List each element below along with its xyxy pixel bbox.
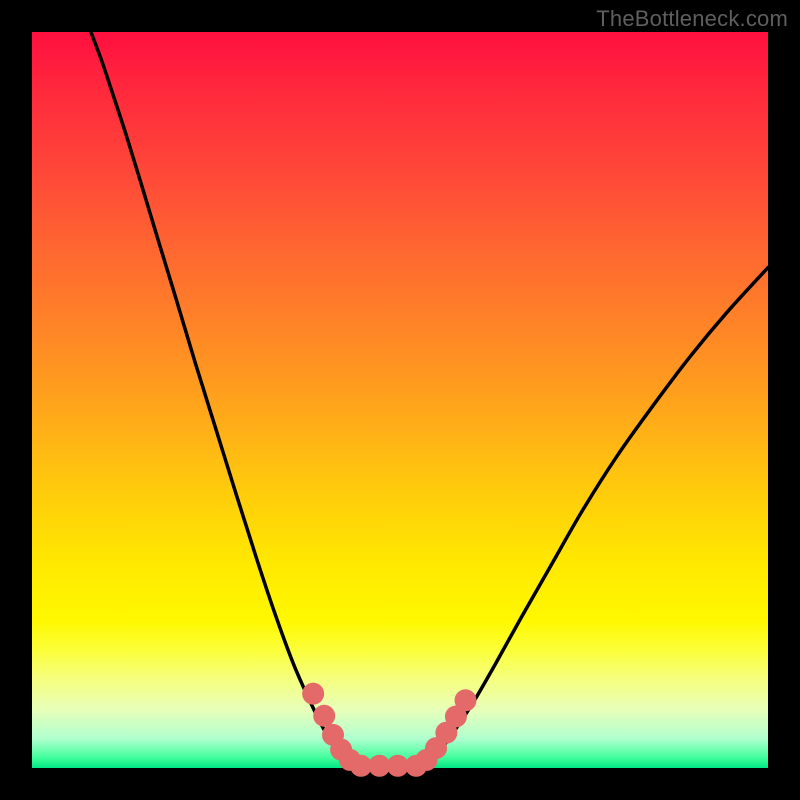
watermark-text: TheBottleneck.com [596,6,788,32]
curve-marker [302,683,324,705]
gradient-plot-area [32,32,768,768]
curve-layer [32,32,768,768]
curve-marker [313,705,335,727]
bottleneck-curve [91,32,768,767]
canvas-root: TheBottleneck.com [0,0,800,800]
curve-marker [455,689,477,711]
